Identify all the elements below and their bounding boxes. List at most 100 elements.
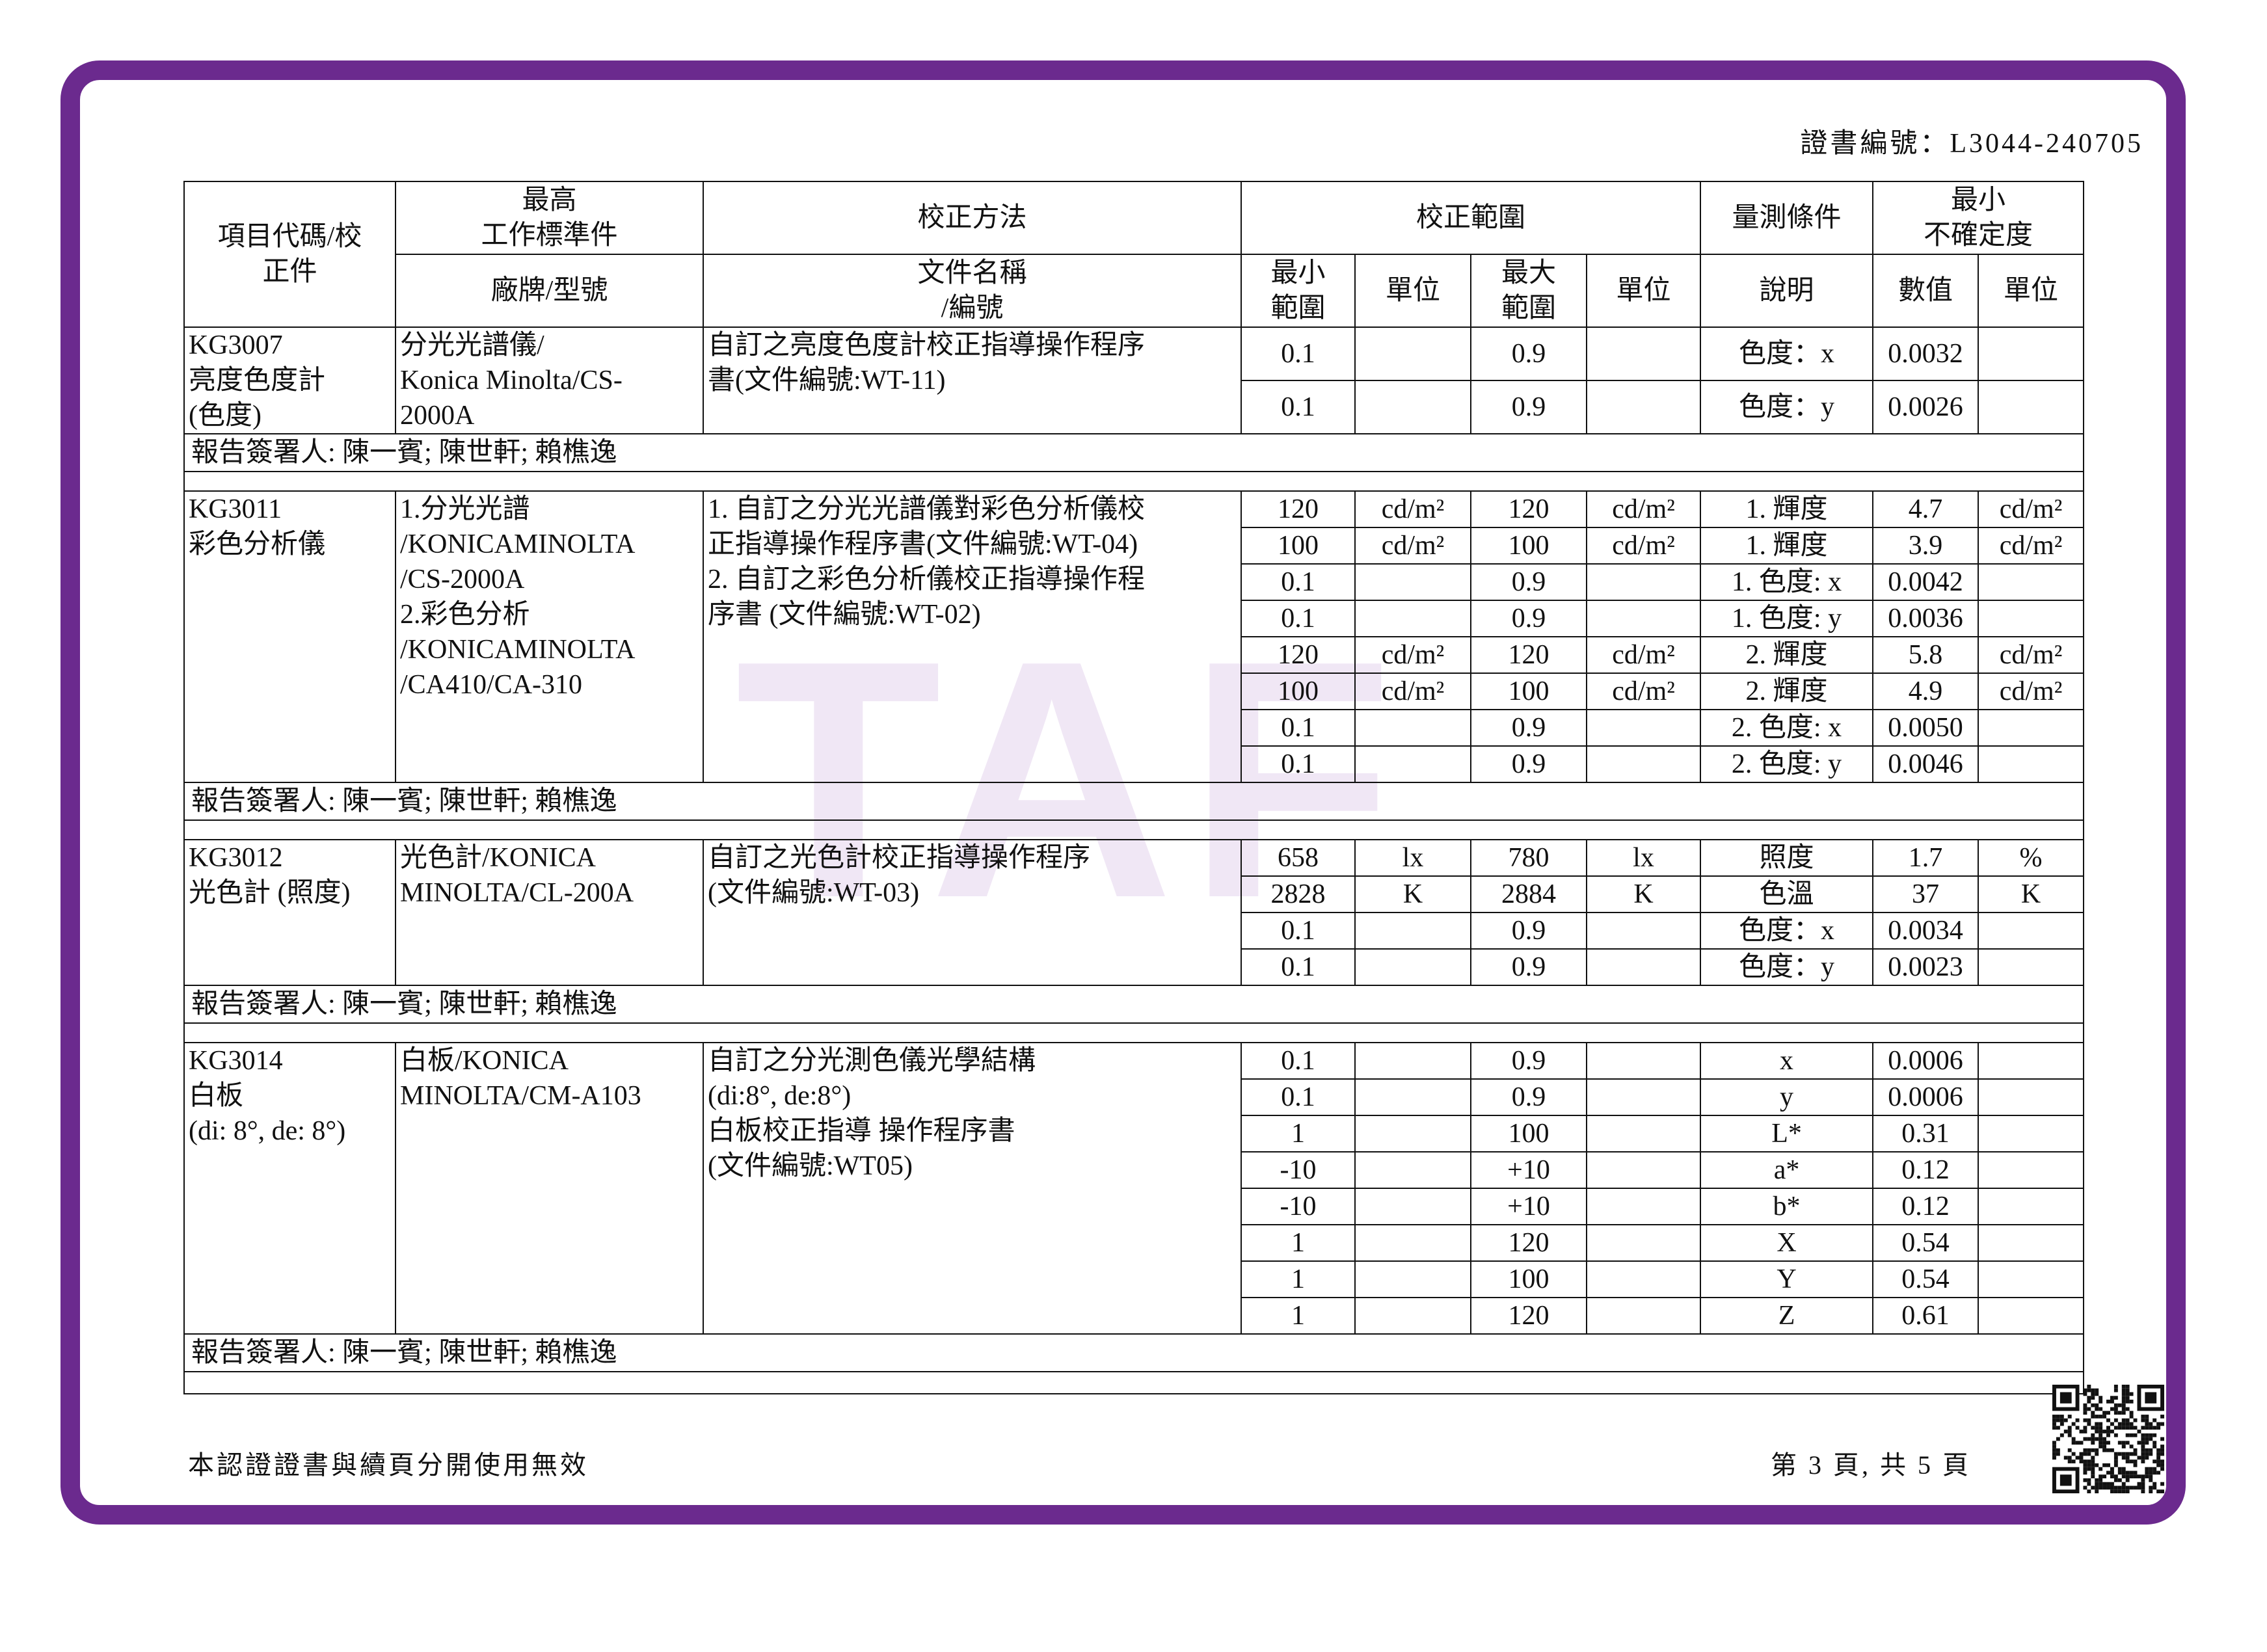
- qr-module: [2156, 1422, 2161, 1426]
- uncertainty-value: 0.0006: [1872, 1078, 1979, 1116]
- range-min-unit: [1354, 600, 1471, 637]
- qr-module: [2129, 1452, 2134, 1456]
- qr-module: [2121, 1445, 2126, 1448]
- uncertainty-value: 4.7: [1872, 490, 1979, 528]
- condition: x: [1700, 1042, 1874, 1080]
- qr-module: [2095, 1452, 2099, 1456]
- uncertainty-value: 0.61: [1872, 1297, 1979, 1335]
- qr-module: [2133, 1448, 2138, 1452]
- condition: 照度: [1700, 839, 1874, 877]
- qr-module: [2087, 1448, 2091, 1452]
- header-cell-line: 不確定度: [1924, 220, 2033, 250]
- qr-module: [2106, 1485, 2110, 1490]
- header-cell: 文件名稱/編號: [703, 254, 1242, 328]
- range-min-unit: [1354, 745, 1471, 783]
- item-code: KG3011 彩色分析儀: [183, 490, 396, 783]
- qr-module: [2113, 1463, 2118, 1467]
- qr-module: [2091, 1415, 2095, 1419]
- qr-module: [2083, 1388, 2087, 1392]
- qr-module: [2125, 1459, 2130, 1463]
- condition: y: [1700, 1078, 1874, 1116]
- qr-module: [2091, 1426, 2095, 1430]
- table-row: 1 100 L* 0.31: [184, 1115, 2085, 1152]
- qr-module: [2145, 1456, 2149, 1460]
- qr-module: [2083, 1430, 2087, 1433]
- footer-note: 本認證證書與續頁分開使用無效: [188, 1450, 589, 1480]
- qr-module: [2110, 1471, 2114, 1475]
- qr-module: [2141, 1459, 2145, 1463]
- spacer: [183, 1022, 2085, 1043]
- table-row: [183, 471, 2085, 492]
- qr-module: [2087, 1388, 2091, 1392]
- uncertainty-unit: K: [1978, 875, 2085, 913]
- qr-module: [2133, 1459, 2138, 1463]
- qr-module: [2095, 1482, 2099, 1486]
- qr-module: [2095, 1426, 2099, 1430]
- condition: 2. 輝度: [1700, 673, 1874, 710]
- condition: X: [1700, 1224, 1874, 1262]
- qr-module: [2102, 1485, 2107, 1490]
- qr-module: [2117, 1478, 2122, 1482]
- range-max-unit: [1585, 1078, 1702, 1116]
- qr-module: [2091, 1474, 2095, 1478]
- qr-module: [2052, 1426, 2056, 1430]
- qr-module: [2125, 1422, 2130, 1426]
- qr-module: [2067, 1448, 2072, 1452]
- qr-module: [2145, 1418, 2149, 1422]
- frame: [60, 60, 2186, 1525]
- qr-module: [2145, 1441, 2149, 1445]
- table-row: 0.1 0.9 y 0.0006: [184, 1078, 2085, 1116]
- qr-module: [2125, 1388, 2130, 1392]
- header-cell: 項目代碼/校 正件: [183, 181, 396, 328]
- qr-module: [2106, 1482, 2110, 1486]
- uncertainty-unit: cd/m²: [1978, 636, 2085, 674]
- uncertainty-value: 37: [1872, 875, 1979, 913]
- qr-module: [2145, 1452, 2149, 1456]
- qr-module: [2129, 1392, 2134, 1396]
- range-min: 0.1: [1241, 380, 1356, 434]
- qr-module: [2145, 1448, 2149, 1452]
- table-row: -10 +10 b* 0.12: [184, 1188, 2085, 1225]
- qr-module: [2160, 1489, 2164, 1493]
- uncertainty-unit: [1978, 1297, 2085, 1335]
- item-code-line: 光色計 (照度): [189, 878, 351, 908]
- qr-module: [2083, 1485, 2087, 1490]
- page-number: 第 3 頁, 共 5 頁: [1771, 1450, 1971, 1480]
- qr-module: [2156, 1452, 2161, 1456]
- range-min: 0.1: [1241, 948, 1356, 986]
- header-cell-line: 工作標準件: [481, 220, 618, 250]
- qr-module: [2095, 1463, 2099, 1467]
- table-row: [183, 819, 2085, 840]
- uncertainty-unit: [1978, 1115, 2085, 1152]
- header-cell: 廠牌/型號: [395, 254, 704, 328]
- qr-module: [2095, 1392, 2099, 1396]
- qr-module: [2102, 1437, 2107, 1441]
- range-min: 120: [1241, 636, 1356, 674]
- qr-module: [2129, 1459, 2134, 1463]
- range-min: 0.1: [1241, 563, 1356, 601]
- uncertainty-unit: cd/m²: [1978, 673, 2085, 710]
- range-min-unit: [1354, 1188, 1471, 1225]
- range-max-unit: [1585, 563, 1702, 601]
- qr-module: [2125, 1426, 2130, 1430]
- header-cell: 數值: [1872, 254, 1979, 328]
- equipment-line: 2.彩色分析: [400, 600, 530, 630]
- table-row: 1 100 Y 0.54: [184, 1260, 2085, 1298]
- qr-module: [2117, 1471, 2122, 1475]
- qr-module: [2121, 1474, 2126, 1478]
- qr-module: [2083, 1467, 2087, 1471]
- range-min-unit: [1354, 1297, 1471, 1335]
- qr-module: [2087, 1489, 2091, 1493]
- qr-module: [2083, 1448, 2087, 1452]
- header-cell-line: 最大: [1501, 258, 1556, 288]
- qr-module: [2125, 1456, 2130, 1460]
- range-max-unit: [1585, 745, 1702, 783]
- qr-module: [2113, 1478, 2118, 1482]
- qr-module: [2095, 1489, 2099, 1493]
- equipment-line: /KONICAMINOLTA: [400, 635, 636, 665]
- qr-module: [2091, 1388, 2095, 1392]
- qr-module: [2121, 1388, 2126, 1392]
- range-min-unit: cd/m²: [1354, 527, 1471, 565]
- uncertainty-unit: [1978, 1078, 2085, 1116]
- qr-module: [2052, 1415, 2056, 1419]
